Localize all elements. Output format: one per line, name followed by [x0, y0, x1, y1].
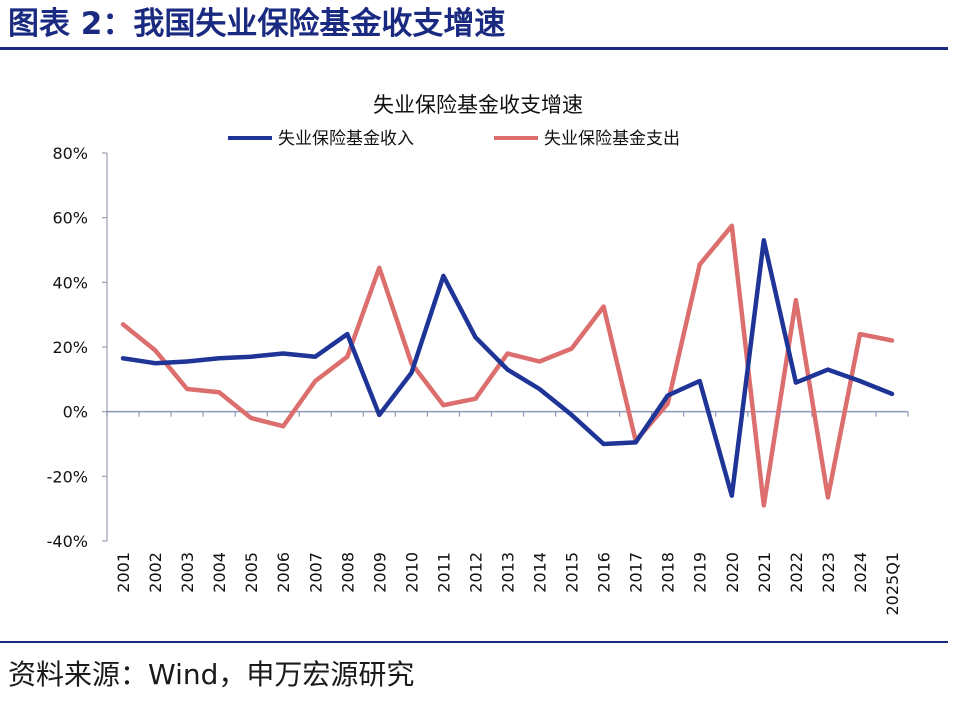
- x-tick-label: 2007: [306, 552, 325, 593]
- x-tick-label: 2012: [466, 552, 485, 593]
- x-tick-label: 2021: [755, 552, 774, 593]
- source-note: 资料来源：Wind，申万宏源研究: [8, 658, 415, 691]
- y-tick-label: 20%: [52, 338, 88, 357]
- x-tick-label: 2016: [595, 552, 614, 593]
- x-tick-label: 2013: [499, 552, 518, 593]
- x-tick-label: 2018: [659, 552, 678, 593]
- line-chart: 失业保险基金收支增速 失业保险基金收入 失业保险基金支出 -40% -20% 0% 2…: [47, 93, 909, 616]
- series-lines: [120, 223, 895, 508]
- x-tick-label: 2023: [819, 552, 838, 593]
- y-tick-label: 0%: [63, 403, 88, 422]
- y-tick-label: -40%: [47, 532, 88, 551]
- series-line-expense: [120, 223, 895, 508]
- legend: 失业保险基金收入 失业保险基金支出: [228, 129, 680, 149]
- x-tick-label: 2022: [787, 552, 806, 593]
- x-axis-ticks: 2001 2002 2003 2004 2005 2006 2007 2008 2009 2010…: [114, 552, 902, 616]
- x-tick-label: 2025Q1: [883, 552, 902, 616]
- chart-title: 失业保险基金收支增速: [373, 93, 583, 117]
- x-tick-label: 2010: [402, 552, 421, 593]
- zero-baseline: [106, 410, 909, 417]
- series-line-income: [120, 238, 895, 498]
- x-tick-label: 2003: [178, 552, 197, 593]
- x-tick-label: 2015: [563, 552, 582, 593]
- x-tick-label: 2008: [338, 552, 357, 593]
- y-tick-label: -20%: [47, 467, 88, 486]
- y-tick-label: 40%: [52, 273, 88, 292]
- title-divider: [0, 47, 948, 50]
- x-tick-label: 2020: [723, 552, 742, 593]
- footer-divider: [0, 641, 948, 643]
- x-tick-label: 2001: [114, 552, 133, 593]
- x-tick-label: 2002: [146, 552, 165, 593]
- x-tick-label: 2011: [434, 552, 453, 593]
- x-tick-label: 2017: [627, 552, 646, 593]
- x-tick-label: 2004: [210, 552, 229, 593]
- y-tick-label: 60%: [52, 209, 88, 228]
- y-tick-label: 80%: [52, 144, 88, 163]
- x-tick-label: 2009: [370, 552, 389, 593]
- figure-title: 图表 2：我国失业保险基金收支增速: [8, 6, 506, 42]
- x-tick-label: 2024: [851, 552, 870, 593]
- x-tick-label: 2014: [531, 552, 550, 593]
- x-tick-label: 2006: [274, 552, 293, 593]
- legend-label-expense: 失业保险基金支出: [544, 129, 680, 149]
- x-tick-label: 2019: [691, 552, 710, 593]
- legend-label-income: 失业保险基金收入: [278, 129, 414, 149]
- x-tick-label: 2005: [242, 552, 261, 593]
- y-axis-ticks: -40% -20% 0% 20% 40% 60% 80%: [47, 144, 107, 551]
